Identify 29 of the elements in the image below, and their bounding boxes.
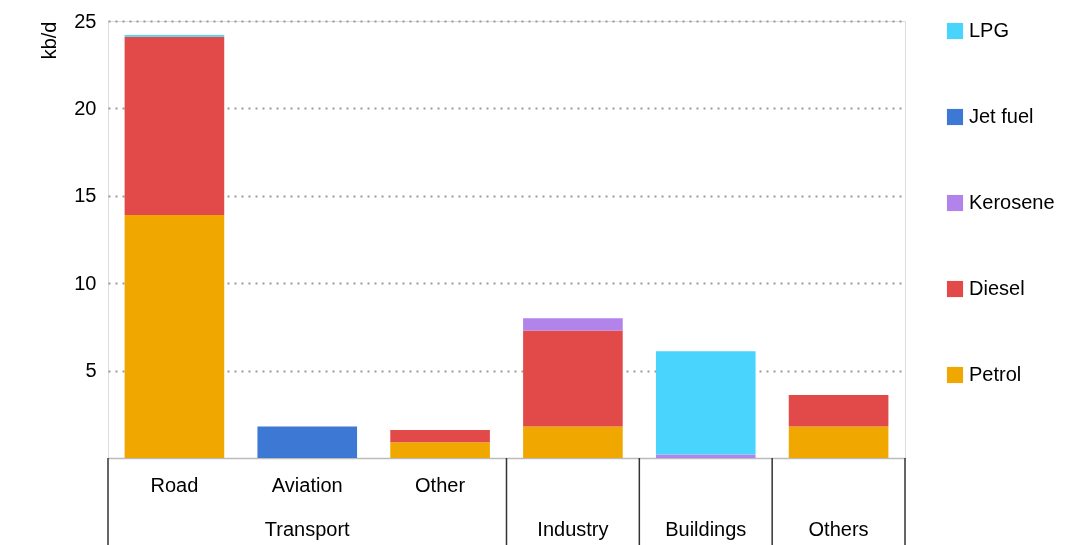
bar (788, 395, 889, 427)
x-tick-label: Others (808, 518, 869, 540)
legend-label: Petrol (969, 363, 1022, 385)
bar (257, 426, 358, 458)
y-tick-label: 15 (74, 184, 97, 207)
y-axis-title: kb/d (38, 21, 61, 60)
bar (523, 426, 623, 458)
x-tick-label: Road (150, 474, 199, 496)
bar (788, 426, 889, 458)
legend-label: Diesel (969, 277, 1025, 299)
x-tick-label: Industry (537, 518, 609, 540)
x-tick-label: Other (415, 474, 466, 496)
legend-label: Jet fuel (969, 105, 1034, 127)
text: Transport (264, 518, 351, 540)
x-tick-label: Buildings (665, 518, 747, 540)
bar (655, 351, 756, 455)
bar (523, 330, 623, 427)
legend-label: Kerosene (969, 191, 1055, 213)
x-tick-label: Aviation (271, 474, 343, 496)
bar (124, 36, 225, 216)
bar (124, 215, 225, 458)
bar (523, 318, 623, 331)
y-tick-label: 25 (74, 9, 97, 32)
y-tick-label: 5 (85, 359, 97, 382)
legend-label: LPG (969, 19, 1010, 41)
y-tick-label: 20 (74, 96, 97, 119)
bar (390, 442, 490, 458)
y-tick-label: 10 (74, 271, 97, 294)
bar (390, 430, 490, 443)
